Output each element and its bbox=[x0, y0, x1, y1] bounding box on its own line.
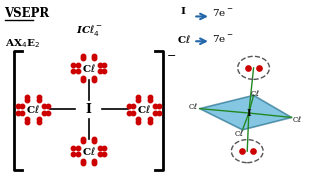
Text: 7e$^-$: 7e$^-$ bbox=[212, 33, 234, 44]
Text: $-$: $-$ bbox=[166, 49, 176, 59]
Text: I: I bbox=[246, 109, 251, 118]
Text: AX$_4$E$_2$: AX$_4$E$_2$ bbox=[4, 37, 40, 50]
Text: C$\ell$: C$\ell$ bbox=[137, 103, 151, 116]
Text: C$\ell$: C$\ell$ bbox=[82, 145, 96, 157]
Text: C$\ell$: C$\ell$ bbox=[26, 103, 40, 116]
Text: I: I bbox=[86, 103, 92, 116]
Polygon shape bbox=[200, 95, 292, 130]
Text: I: I bbox=[180, 7, 186, 16]
Text: C$\ell$: C$\ell$ bbox=[250, 88, 260, 98]
Text: C$\ell$: C$\ell$ bbox=[292, 114, 302, 124]
Text: C$\ell$: C$\ell$ bbox=[234, 128, 244, 138]
Text: 7e$^-$: 7e$^-$ bbox=[212, 7, 234, 18]
Text: VSEPR: VSEPR bbox=[4, 7, 50, 20]
Text: IC$\ell$$_4^-$: IC$\ell$$_4^-$ bbox=[76, 23, 102, 38]
Text: C$\ell$: C$\ell$ bbox=[188, 102, 198, 111]
Text: C$\ell$: C$\ell$ bbox=[82, 62, 96, 74]
Text: C$\ell$: C$\ell$ bbox=[178, 33, 191, 45]
